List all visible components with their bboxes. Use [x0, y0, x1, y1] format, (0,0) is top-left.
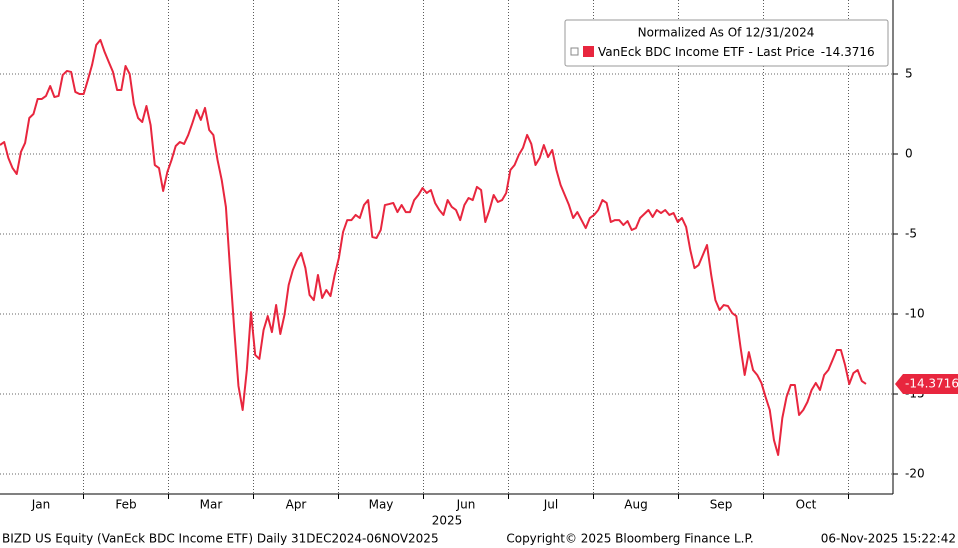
- x-tick-label: Jan: [31, 498, 51, 512]
- footer-left: BIZD US Equity (VanEck BDC Income ETF) D…: [2, 532, 439, 546]
- footer-right: 06-Nov-2025 15:22:42: [821, 532, 956, 546]
- x-tick-label: Apr: [286, 498, 307, 512]
- x-tick-label: Sep: [710, 498, 733, 512]
- x-tick-label: Jul: [543, 498, 558, 512]
- legend-title: Normalized As Of 12/31/2024: [638, 26, 815, 40]
- x-tick-label: Aug: [624, 498, 647, 512]
- footer-center: Copyright© 2025 Bloomberg Finance L.P.: [506, 532, 753, 546]
- legend-box: [564, 19, 889, 67]
- legend-entry: VanEck BDC Income ETF - Last Price -14.37…: [598, 45, 875, 59]
- y-tick-label: -5: [905, 227, 917, 241]
- x-tick-label: Mar: [200, 498, 223, 512]
- y-tick-label: 5: [905, 67, 913, 81]
- y-tick-label: -20: [905, 467, 925, 481]
- x-year-label: 2025: [432, 514, 463, 528]
- last-value-tag: [895, 373, 958, 394]
- x-tick-label: May: [369, 498, 394, 512]
- last-value-label: -14.3716: [905, 376, 958, 390]
- legend-swatch: [583, 46, 594, 57]
- x-tick-label: Feb: [115, 498, 136, 512]
- y-tick-label: -10: [905, 307, 925, 321]
- legend-name: VanEck BDC Income ETF - Last Price: [598, 45, 815, 59]
- x-tick-label: Oct: [796, 498, 817, 512]
- price-line: [0, 38, 867, 456]
- legend-value: -14.3716: [821, 45, 875, 59]
- y-tick-label: 0: [905, 147, 913, 161]
- x-tick-label: Jun: [456, 498, 476, 512]
- legend-expand-icon: [570, 47, 579, 56]
